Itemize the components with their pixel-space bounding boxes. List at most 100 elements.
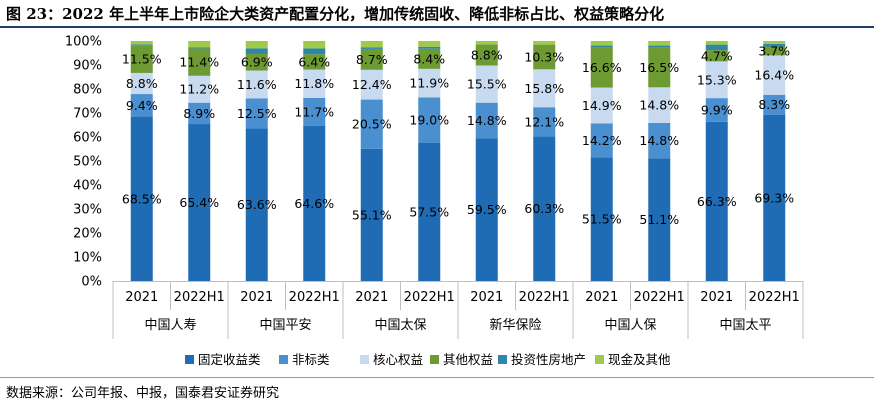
company-label: 中国太平	[719, 318, 771, 333]
x-tick-label: 2021	[470, 290, 503, 305]
data-label: 69.3%	[754, 190, 794, 205]
source-note: 数据来源：公司年报、中报，国泰君安证券研究	[6, 386, 280, 401]
company-label: 中国太保	[374, 318, 426, 333]
bar-segment	[360, 69, 383, 100]
bar-segment	[303, 69, 326, 98]
bar-segment	[130, 44, 153, 46]
data-label: 9.4%	[126, 98, 158, 113]
x-tick-label: 2022H1	[749, 290, 800, 305]
bar-segment	[648, 87, 671, 123]
data-label: 68.5%	[122, 191, 162, 206]
data-label: 63.6%	[237, 197, 277, 212]
bar-segment	[360, 47, 383, 49]
bar-segment	[475, 44, 498, 66]
bar-segment	[705, 41, 728, 45]
legend-entry: 非标类	[292, 352, 330, 367]
data-label: 8.7%	[356, 52, 388, 67]
bar-segment	[360, 99, 383, 149]
bar-segment	[705, 50, 728, 62]
data-label: 66.3%	[697, 194, 737, 209]
bar-segment	[533, 69, 556, 108]
bar-segment	[648, 158, 671, 281]
data-label: 16.5%	[639, 60, 679, 75]
bar-segment	[130, 72, 153, 95]
bar-segment	[418, 41, 441, 47]
bar-segment	[590, 87, 613, 124]
legend-entry: 投资性房地产	[511, 352, 586, 367]
bar-segment	[418, 46, 441, 49]
legend-swatch	[360, 355, 369, 364]
data-label: 11.2%	[179, 82, 219, 97]
bar-segment	[475, 102, 498, 139]
y-tick-label: 70%	[73, 107, 102, 122]
data-label: 12.1%	[524, 114, 564, 129]
bar-segment	[763, 43, 786, 47]
data-label: 11.7%	[294, 104, 334, 119]
data-label: 11.4%	[179, 55, 219, 70]
bar-segment	[590, 41, 613, 46]
y-tick-label: 10%	[73, 251, 102, 266]
bar-segment	[245, 70, 268, 99]
bar-segment	[303, 97, 326, 126]
bar-segment	[533, 44, 556, 70]
bar-segment	[188, 48, 211, 76]
legend-swatch	[279, 355, 288, 364]
bar-segment	[245, 98, 268, 129]
bar-segment	[763, 41, 786, 44]
chart-data-labels: 68.5% 9.4% 8.8% 11.5% 65.4% 8.9% 11.2% 11.4% 63.…	[122, 43, 794, 227]
bar-segment	[590, 157, 613, 281]
data-label: 60.3%	[524, 201, 564, 216]
data-label: 6.4%	[298, 54, 330, 69]
data-label: 51.5%	[582, 212, 622, 227]
company-label: 中国人寿	[144, 318, 196, 333]
title-rule	[0, 26, 874, 28]
legend-swatch	[595, 355, 604, 364]
bar-segment	[130, 116, 153, 281]
data-label: 11.8%	[294, 76, 334, 91]
bar-segment	[130, 45, 153, 73]
x-tick-label: 2022H1	[174, 290, 225, 305]
bar-segment	[418, 48, 441, 69]
bar-segment	[130, 94, 153, 117]
data-label: 14.8%	[467, 113, 507, 128]
data-label: 6.9%	[241, 55, 273, 70]
company-label: 中国平安	[259, 318, 311, 333]
legend-entry: 其他权益	[443, 352, 493, 367]
bar-segment	[188, 47, 211, 49]
bar-segment	[648, 47, 671, 88]
data-label: 65.4%	[179, 195, 219, 210]
company-label: 新华保险	[489, 317, 541, 333]
bar-segment	[648, 41, 671, 46]
stacked-bar-chart: 0% 10% 20% 30% 40% 50% 60% 70% 80% 90% 100% 68.5% 9…	[65, 35, 804, 367]
x-tick-label: 2022H1	[634, 290, 685, 305]
x-tick-label: 2022H1	[519, 290, 570, 305]
bar-segment	[418, 68, 441, 98]
chart-axes: 0% 10% 20% 30% 40% 50% 60% 70% 80% 90% 100%	[65, 35, 803, 290]
bar-segment	[303, 48, 326, 55]
bar-segment	[648, 122, 671, 159]
y-tick-label: 90%	[73, 59, 102, 74]
legend-entry: 现金及其他	[608, 352, 671, 367]
bar-segment	[590, 47, 613, 88]
data-label: 15.3%	[697, 72, 737, 87]
y-tick-label: 100%	[65, 35, 102, 50]
bar-segment	[303, 41, 326, 49]
x-tick-label: 2021	[355, 290, 388, 305]
data-label: 16.6%	[582, 60, 622, 75]
legend-entry: 核心权益	[373, 352, 423, 367]
bar-segment	[705, 61, 728, 99]
data-label: 14.2%	[582, 133, 622, 148]
data-label: 3.7%	[758, 43, 790, 58]
data-label: 14.8%	[639, 98, 679, 113]
x-tick-label: 2021	[125, 290, 158, 305]
data-label: 11.6%	[237, 77, 277, 92]
bar-segment	[188, 124, 211, 281]
bar-segment	[188, 41, 211, 48]
y-tick-label: 80%	[73, 83, 102, 98]
bar-segment	[590, 45, 613, 48]
bar-segment	[360, 48, 383, 70]
legend-swatch	[185, 355, 194, 364]
bar-segment	[533, 136, 556, 281]
figure-title: 图 23：2022 年上半年上市险企大类资产配置分化，增加传统固收、降低非标占比…	[6, 5, 665, 23]
bar-segment	[245, 128, 268, 281]
